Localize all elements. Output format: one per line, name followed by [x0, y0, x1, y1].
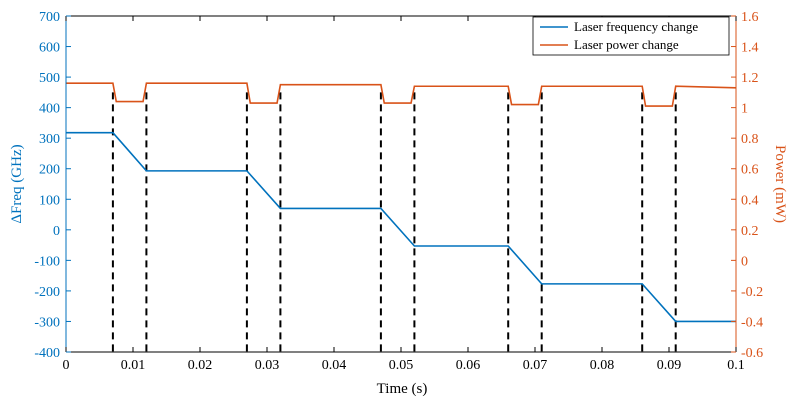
y-right-tick-label-8: 0	[741, 254, 748, 269]
y-right-tick-label-6: 0.4	[741, 193, 759, 208]
legend-entry-frequency: Laser frequency change	[574, 19, 698, 34]
y-right-tick-label-9: -0.2	[741, 285, 763, 300]
y-left-tick-label-8: -100	[34, 254, 60, 269]
x-tick-label-2: 0.02	[188, 358, 213, 373]
y-right-tick-label-10: -0.4	[741, 315, 763, 330]
ticks-layer: 0 0.01 0.02 0.03 0.04 0.05 0.06 0.07 0.08 0.09 0.1…	[34, 10, 763, 373]
y-left-tick-label-2: 500	[39, 71, 60, 86]
x-axis-label: Time (s)	[377, 381, 428, 397]
y-right-tick-label-4: 0.8	[741, 132, 759, 147]
y-right-tick-label-7: 0.2	[741, 224, 759, 239]
y-right-tick-label-2: 1.2	[741, 71, 759, 86]
y-left-tick-label-7: 0	[53, 224, 60, 239]
axes-layer	[65, 15, 737, 353]
legend-box	[532, 16, 730, 56]
y-left-tick-label-5: 200	[39, 163, 60, 178]
series-line-frequency	[66, 131, 736, 323]
y-left-tick-label-0: 700	[39, 10, 60, 25]
x-tick-label-6: 0.06	[456, 358, 481, 373]
y-right-tick-label-3: 1	[741, 102, 748, 117]
x-tick-label-0: 0	[63, 358, 70, 373]
x-tick-label-10: 0.1	[727, 358, 745, 373]
y-left-tick-label-3: 400	[39, 102, 60, 117]
y-left-tick-label-4: 300	[39, 132, 60, 147]
y-left-tick-label-11: -400	[34, 346, 60, 361]
legend-entry-power: Laser power change	[574, 37, 679, 52]
x-tick-label-1: 0.01	[121, 358, 146, 373]
series-line-power	[66, 82, 737, 107]
markers-layer	[111, 92, 677, 352]
x-tick-label-9: 0.09	[657, 358, 682, 373]
y-right-tick-label-0: 1.6	[741, 10, 759, 25]
x-tick-label-8: 0.08	[590, 358, 615, 373]
series-layer	[66, 82, 737, 323]
y-left-tick-label-9: -200	[34, 285, 60, 300]
y-axis-right-label: Power (mW)	[772, 145, 788, 223]
x-tick-label-4: 0.04	[322, 358, 347, 373]
y-left-tick-label-10: -300	[34, 315, 60, 330]
y-left-tick-label-6: 100	[39, 193, 60, 208]
x-tick-label-7: 0.07	[523, 358, 548, 373]
y-right-tick-label-1: 1.4	[741, 41, 759, 56]
x-tick-label-5: 0.05	[389, 358, 414, 373]
y-axis-left-label: ΔFreq (GHz)	[9, 144, 25, 223]
y-left-tick-label-1: 600	[39, 41, 60, 56]
y-right-tick-label-5: 0.6	[741, 163, 759, 178]
legend: Laser frequency change Laser power chang…	[532, 16, 730, 56]
y-right-tick-label-11: -0.6	[741, 346, 763, 361]
x-tick-label-3: 0.03	[255, 358, 280, 373]
